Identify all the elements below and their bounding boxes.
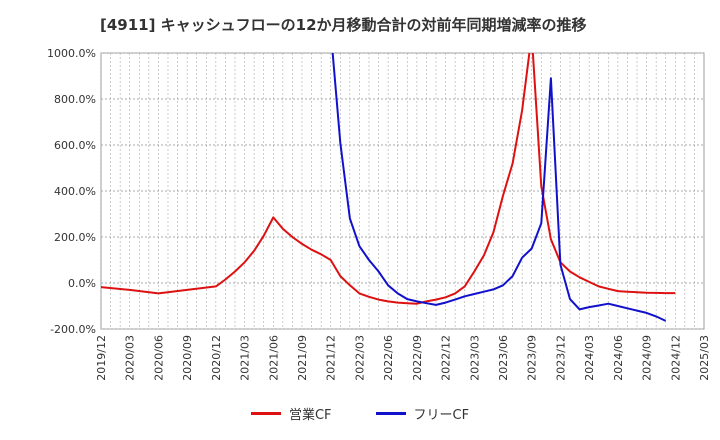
x-tick-label: 2025/03: [698, 335, 711, 381]
y-tick-label: 200.0%: [54, 231, 96, 244]
legend-item-operating-cf: 営業CF: [250, 404, 332, 423]
y-tick-label: -200.0%: [50, 323, 96, 336]
series-line-operating-cf: [101, 53, 676, 305]
series-lines: [101, 53, 676, 322]
x-tick-label: 2020/09: [181, 335, 194, 381]
x-tick-label: 2024/12: [669, 335, 682, 381]
x-tick-label: 2023/03: [468, 335, 481, 381]
legend-label-free-cf: フリーCF: [413, 408, 470, 423]
x-tick-label: 2020/12: [210, 335, 223, 381]
x-tick-label: 2023/06: [497, 335, 510, 381]
y-axis-ticks: 1000.0% 800.0% 600.0% 400.0% 200.0% 0.0% -200.…: [47, 47, 96, 336]
x-tick-label: 2020/03: [124, 335, 137, 381]
x-tick-label: 2022/09: [411, 335, 424, 381]
legend-swatch-operating-cf: [250, 412, 281, 415]
x-axis-ticks: 2019/12 2020/03 2020/06 2020/09 2020/12 2021/…: [95, 335, 711, 381]
x-tick-label: 2020/06: [152, 335, 165, 381]
y-tick-label: 800.0%: [54, 93, 96, 106]
legend-swatch-free-cf: [375, 412, 406, 415]
x-tick-label: 2022/12: [440, 335, 453, 381]
legend-label-operating-cf: 営業CF: [288, 408, 332, 423]
y-tick-label: 0.0%: [68, 277, 96, 290]
x-tick-label: 2024/06: [612, 335, 625, 381]
chart-title: [4911] キャッシュフローの12か月移動合計の対前年同期増減率の推移: [100, 16, 587, 34]
x-tick-label: 2021/12: [325, 335, 338, 381]
x-tick-label: 2021/06: [267, 335, 280, 381]
x-tick-label: 2021/03: [239, 335, 252, 381]
gridlines: [100, 52, 705, 330]
x-tick-label: 2024/03: [583, 335, 596, 381]
y-tick-label: 600.0%: [54, 139, 96, 152]
legend-item-free-cf: フリーCF: [375, 404, 470, 423]
x-tick-label: 2022/06: [382, 335, 395, 381]
x-tick-label: 2021/09: [296, 335, 309, 381]
x-tick-label: 2023/09: [526, 335, 539, 381]
x-tick-label: 2023/12: [554, 335, 567, 381]
x-tick-label: 2022/03: [353, 335, 366, 381]
series-line-free-cf: [331, 53, 667, 322]
legend: 営業CF フリーCF: [0, 404, 720, 423]
x-tick-label: 2024/09: [641, 335, 654, 381]
x-tick-label: 2019/12: [95, 335, 108, 381]
y-tick-label: 1000.0%: [47, 47, 96, 60]
y-tick-label: 400.0%: [54, 185, 96, 198]
